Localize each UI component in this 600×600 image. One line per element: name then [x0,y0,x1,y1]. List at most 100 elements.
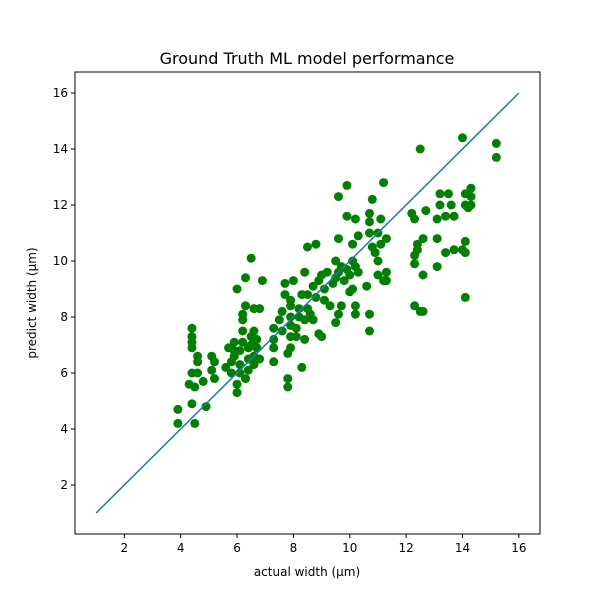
data-point [252,334,262,344]
data-point [269,343,279,353]
data-point [269,357,279,367]
data-point [280,278,290,288]
data-point [283,382,293,392]
data-point [376,214,386,224]
y-tick-label: 14 [53,142,68,156]
data-point [412,239,422,249]
reference-line [95,92,520,514]
data-point [322,267,332,277]
x-tick-label: 14 [455,541,470,555]
data-point [376,239,386,249]
data-point [350,309,360,319]
data-point [193,368,203,378]
data-point [443,189,453,199]
data-point [432,214,442,224]
data-point [187,323,197,333]
data-point [207,351,217,361]
data-point [255,354,265,364]
y-axis-label: predict width (μm) [25,247,39,358]
data-point [277,326,287,336]
data-point [303,242,312,252]
data-point [458,133,467,143]
data-point [190,418,200,428]
data-point [449,245,459,255]
data-point [235,360,245,370]
data-point [198,376,208,386]
data-point [435,200,445,210]
data-point [432,262,442,272]
data-point [353,267,363,277]
data-point [334,234,343,244]
data-point [365,309,374,319]
data-point [373,256,383,266]
data-point [311,292,321,302]
x-tick-label: 8 [290,541,298,555]
data-point [381,267,391,277]
plot-area [95,92,520,514]
data-point [367,194,377,204]
data-point [286,312,296,322]
data-point [173,404,183,414]
data-point [446,200,456,210]
data-point [365,208,374,218]
data-point [441,211,451,221]
data-point [269,323,279,333]
y-tick-label: 16 [53,86,68,100]
data-point [334,192,343,202]
y-tick-label: 2 [60,478,68,492]
data-point [466,200,476,210]
data-point [345,270,355,280]
data-point [342,180,352,190]
data-point [435,189,445,199]
data-point [249,326,259,336]
data-point [339,276,349,286]
data-point [381,276,391,286]
data-point [300,267,310,277]
data-point [303,290,312,300]
data-point [210,374,219,384]
data-point [238,315,248,325]
x-axis-label: actual width (μm) [254,565,360,579]
data-point [232,284,242,294]
data-point [350,214,360,224]
data-point [407,208,417,218]
data-point [238,337,248,347]
data-point [350,301,360,311]
data-point [441,248,451,258]
data-point [224,343,234,353]
data-point [190,382,200,392]
data-point [226,368,236,378]
data-point [235,368,245,378]
x-tick-label: 16 [511,541,526,555]
data-point [274,315,284,325]
data-point [246,253,256,263]
y-tick-label: 10 [53,254,68,268]
data-point [319,284,329,294]
data-point [317,332,327,342]
data-point [449,211,459,221]
data-point [241,301,250,311]
data-point [365,228,374,238]
data-point [297,362,307,372]
data-point [193,351,203,361]
data-point [201,402,211,412]
data-point [491,152,501,162]
data-point [325,301,335,311]
data-point [288,276,298,286]
data-point [238,326,248,336]
data-point [334,309,343,319]
data-point [421,206,431,216]
data-point [381,234,391,244]
data-point [342,211,352,221]
x-tick-label: 6 [233,541,241,555]
data-point [460,236,470,246]
data-point [460,248,470,258]
x-tick-label: 4 [177,541,185,555]
data-point [286,343,296,353]
y-tick-label: 4 [60,422,68,436]
y-tick-label: 12 [53,198,68,212]
data-point [308,281,318,291]
data-point [415,144,425,154]
